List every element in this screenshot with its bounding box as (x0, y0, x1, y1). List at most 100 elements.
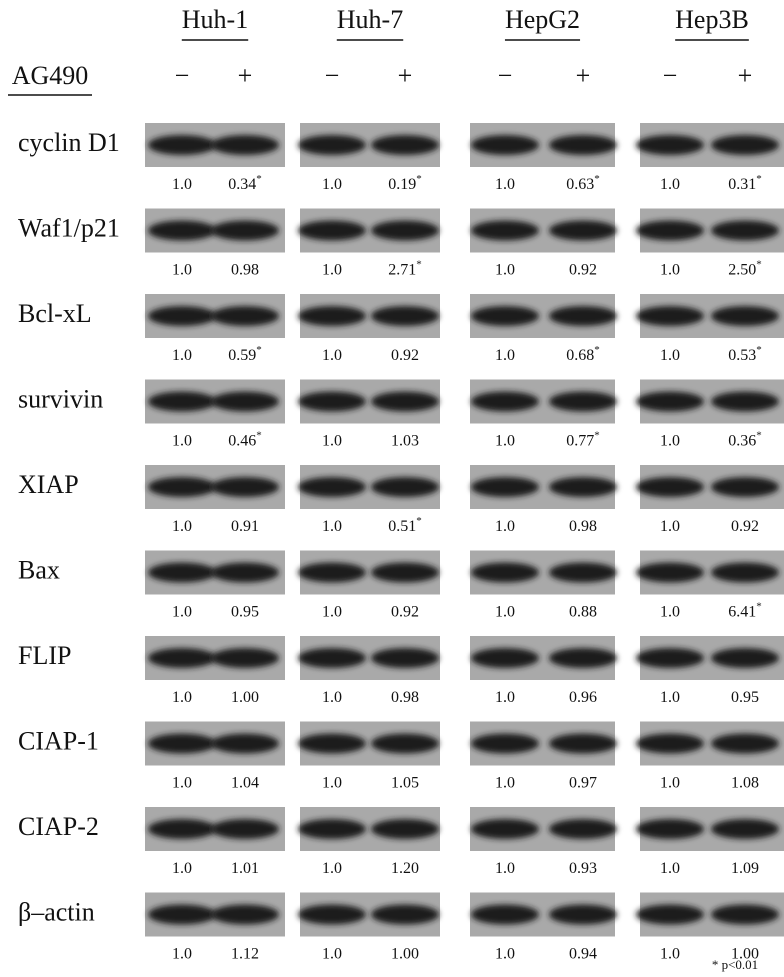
blot-band (211, 306, 279, 326)
value-text: 0.92 (731, 518, 759, 535)
quantification-value: 0.92 (569, 261, 597, 278)
blot-band (371, 734, 439, 754)
blot-band (711, 563, 779, 583)
significance-mark: * (256, 173, 262, 185)
value-text: 0.96 (569, 689, 597, 706)
value-text: 0.36 (728, 432, 756, 449)
value-text: 1.0 (660, 432, 680, 449)
value-text: 1.0 (322, 603, 342, 620)
value-text: 1.0 (322, 176, 342, 193)
treatment-sign: − (175, 61, 190, 90)
quantification-value: 1.0 (660, 176, 680, 193)
significance-mark: * (256, 344, 262, 356)
value-text: 1.0 (660, 860, 680, 877)
value-text: 1.0 (322, 432, 342, 449)
value-text: 1.12 (231, 945, 259, 962)
value-text: 1.0 (172, 689, 192, 706)
value-text: 2.50 (728, 261, 756, 278)
value-text: 1.0 (172, 518, 192, 535)
value-text: 0.77 (566, 432, 594, 449)
blot-band (471, 221, 539, 241)
protein-label: cyclin D1 (18, 128, 120, 157)
value-text: 1.0 (322, 689, 342, 706)
blot-band (298, 221, 366, 241)
value-text: 6.41 (728, 603, 756, 620)
blot-band (636, 392, 704, 412)
blot-band (211, 221, 279, 241)
value-text: 1.0 (322, 945, 342, 962)
value-text: 1.0 (172, 176, 192, 193)
blot-band (471, 392, 539, 412)
quantification-value: 0.97 (569, 774, 597, 791)
quantification-value: 1.0 (172, 774, 192, 791)
protein-label: CIAP-1 (18, 726, 99, 755)
quantification-value: 0.94 (569, 945, 597, 962)
value-text: 1.0 (172, 432, 192, 449)
blot-band (471, 306, 539, 326)
quantification-value: 0.91 (231, 518, 259, 535)
value-text: 0.92 (391, 603, 419, 620)
value-text: 0.95 (231, 603, 259, 620)
cell-line-label: Huh-1 (182, 5, 248, 34)
blot-band (711, 392, 779, 412)
quantification-value: 0.63* (566, 173, 600, 193)
value-text: 1.0 (495, 176, 515, 193)
quantification-value: 2.50* (728, 258, 762, 278)
quantification-value: 0.88 (569, 603, 597, 620)
value-text: 1.00 (231, 689, 259, 706)
blot-band (298, 306, 366, 326)
blot-band (636, 135, 704, 155)
value-text: 1.0 (660, 689, 680, 706)
blot-band (471, 477, 539, 497)
quantification-value: 1.0 (660, 774, 680, 791)
blot-band (211, 734, 279, 754)
blot-band (711, 819, 779, 839)
value-text: 1.03 (391, 432, 419, 449)
quantification-value: 1.0 (172, 176, 192, 193)
significance-mark: * (594, 344, 600, 356)
value-text: 1.0 (495, 689, 515, 706)
quantification-value: 1.01 (231, 860, 259, 877)
quantification-value: 1.0 (660, 347, 680, 364)
treatment-sign: + (398, 61, 413, 90)
quantification-value: 6.41* (728, 600, 762, 620)
quantification-value: 1.0 (660, 518, 680, 535)
value-text: 1.0 (322, 860, 342, 877)
significance-mark: * (594, 173, 600, 185)
blot-band (549, 135, 617, 155)
quantification-value: 1.12 (231, 945, 259, 962)
blot-band (636, 819, 704, 839)
quantification-value: 1.0 (495, 689, 515, 706)
value-text: 0.51 (388, 518, 416, 535)
quantification-value: 1.0 (172, 432, 192, 449)
blot-band (636, 648, 704, 668)
significance-mark: * (756, 173, 762, 185)
value-text: 2.71 (388, 261, 416, 278)
value-text: 1.0 (172, 860, 192, 877)
cell-line-label: Hep3B (675, 5, 749, 34)
blot-band (549, 221, 617, 241)
quantification-value: 1.00 (391, 945, 419, 962)
blot-band (211, 563, 279, 583)
value-text: 0.91 (231, 518, 259, 535)
value-text: 1.0 (322, 347, 342, 364)
value-text: 0.98 (391, 689, 419, 706)
value-text: 1.0 (495, 774, 515, 791)
quantification-value: 1.0 (322, 432, 342, 449)
protein-label: β–actin (18, 897, 95, 926)
value-text: 1.0 (172, 774, 192, 791)
significance-mark: * (416, 173, 422, 185)
quantification-value: 0.31* (728, 173, 762, 193)
blot-band (549, 734, 617, 754)
protein-label: CIAP-2 (18, 812, 99, 841)
blot-band (549, 563, 617, 583)
value-text: 1.0 (322, 518, 342, 535)
quantification-value: 1.0 (495, 518, 515, 535)
quantification-value: 0.46* (228, 429, 262, 449)
value-text: 1.0 (495, 860, 515, 877)
blot-band (371, 477, 439, 497)
value-text: 1.00 (731, 945, 759, 962)
quantification-value: 1.00 (731, 945, 759, 962)
value-text: 1.0 (660, 603, 680, 620)
significance-mark: * (756, 600, 762, 612)
